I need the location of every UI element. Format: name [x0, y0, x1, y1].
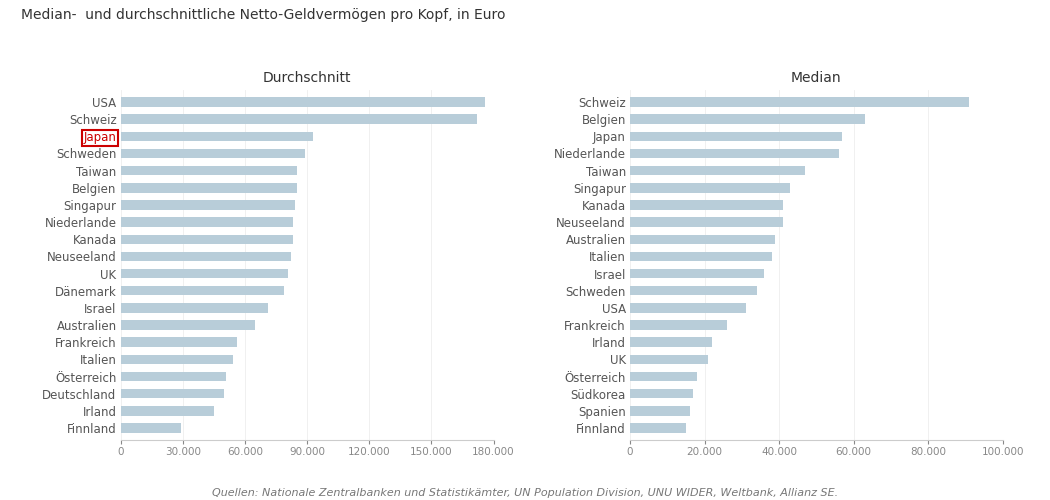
Bar [630, 149, 839, 158]
Bar [630, 218, 783, 227]
Bar [630, 252, 772, 261]
Bar [630, 406, 690, 415]
Bar [121, 234, 293, 244]
Bar [121, 200, 295, 209]
Bar [121, 166, 297, 175]
Bar [121, 424, 181, 432]
Bar [630, 424, 686, 432]
Text: Quellen: Nationale Zentralbanken und Statistikämter, UN Population Division, UNU: Quellen: Nationale Zentralbanken und Sta… [212, 488, 838, 498]
Bar [121, 183, 297, 192]
Bar [630, 286, 757, 296]
Bar [630, 303, 746, 312]
Bar [121, 372, 227, 381]
Bar [121, 218, 293, 227]
Bar [630, 269, 764, 278]
Bar [630, 132, 842, 141]
Bar [121, 406, 214, 415]
Bar [121, 338, 236, 347]
Bar [630, 200, 783, 209]
Bar [121, 132, 313, 141]
Bar [121, 286, 285, 296]
Bar [630, 234, 775, 244]
Bar [630, 114, 865, 124]
Title: Durchschnitt: Durchschnitt [262, 70, 352, 85]
Bar [121, 354, 233, 364]
Bar [630, 372, 697, 381]
Bar [630, 354, 709, 364]
Bar [121, 149, 306, 158]
Bar [630, 320, 727, 330]
Bar [630, 98, 969, 106]
Bar [121, 320, 255, 330]
Bar [121, 98, 485, 106]
Bar [630, 338, 712, 347]
Bar [630, 389, 693, 398]
Bar [121, 114, 477, 124]
Text: Median-  und durchschnittliche Netto-Geldvermögen pro Kopf, in Euro: Median- und durchschnittliche Netto-Geld… [21, 8, 505, 22]
Bar [121, 389, 225, 398]
Bar [630, 166, 805, 175]
Bar [121, 252, 291, 261]
Bar [121, 303, 268, 312]
Bar [121, 269, 289, 278]
Title: Median: Median [791, 70, 842, 85]
Bar [630, 183, 791, 192]
